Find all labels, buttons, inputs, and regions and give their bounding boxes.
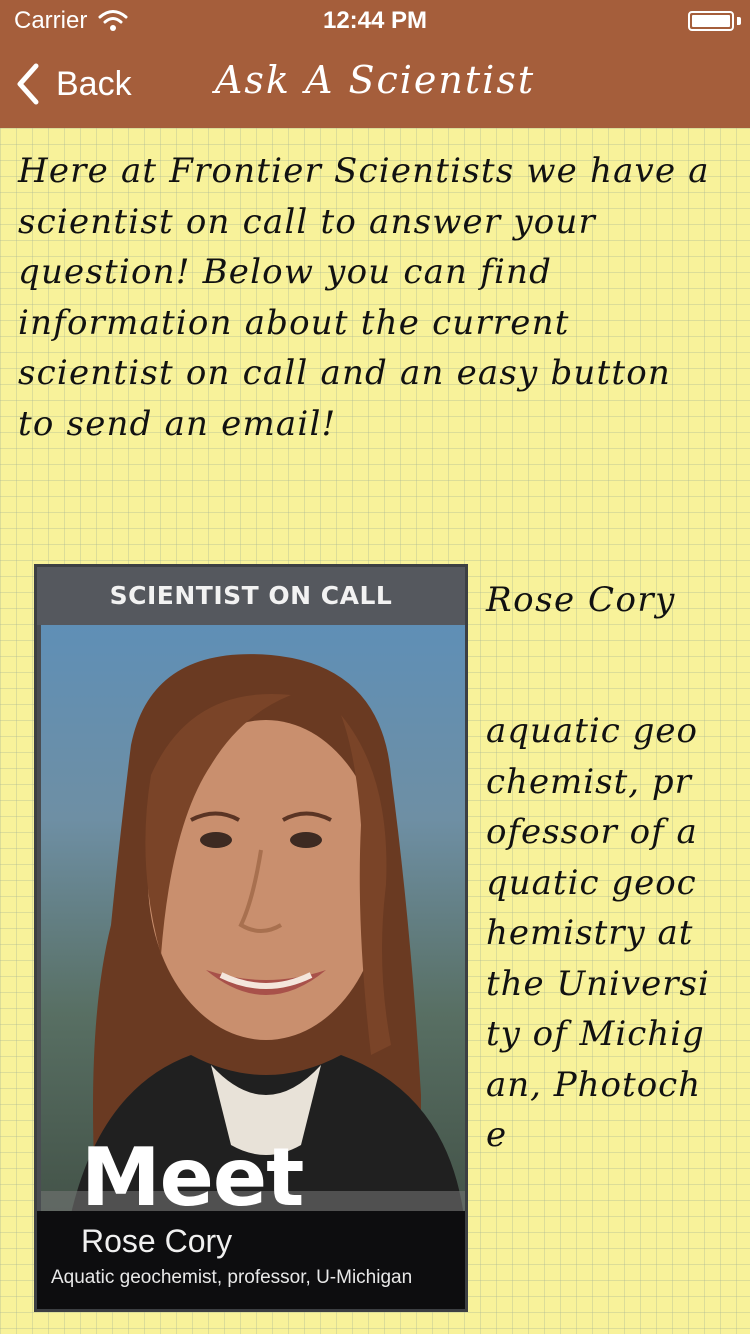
scientist-description: aquatic geochemist, professor of aquatic… <box>486 711 710 1155</box>
scientist-on-call-card: SCIENTIST ON CALL Meet Rose Cory <box>34 564 468 1312</box>
card-scientist-name: Rose Cory <box>81 1223 233 1259</box>
back-button[interactable]: Back <box>14 62 132 106</box>
back-label: Back <box>56 64 132 103</box>
scientist-photo <box>41 625 465 1273</box>
portrait-illustration <box>61 654 465 1273</box>
page-title: Ask A Scientist <box>214 58 536 102</box>
battery-tip <box>737 17 741 25</box>
navigation-bar: Back Ask A Scientist <box>0 40 750 128</box>
status-time: 12:44 PM <box>322 7 428 34</box>
meet-label: Meet <box>81 1131 304 1224</box>
battery-icon <box>688 11 734 31</box>
status-bar: Carrier 12:44 PM <box>0 0 750 40</box>
intro-text: Here at Frontier Scientists we have a sc… <box>18 151 710 444</box>
card-header: SCIENTIST ON CALL <box>37 567 465 625</box>
name-band <box>37 1211 465 1309</box>
wifi-icon <box>98 10 128 31</box>
card-scientist-subtitle: Aquatic geochemist, professor, U-Michiga… <box>51 1267 413 1288</box>
carrier-label: Carrier <box>14 7 88 34</box>
chevron-left-icon <box>17 63 39 105</box>
scientist-name: Rose Cory <box>486 580 676 620</box>
top-bar: Carrier 12:44 PM Back Ask A Scientist <box>0 0 750 128</box>
